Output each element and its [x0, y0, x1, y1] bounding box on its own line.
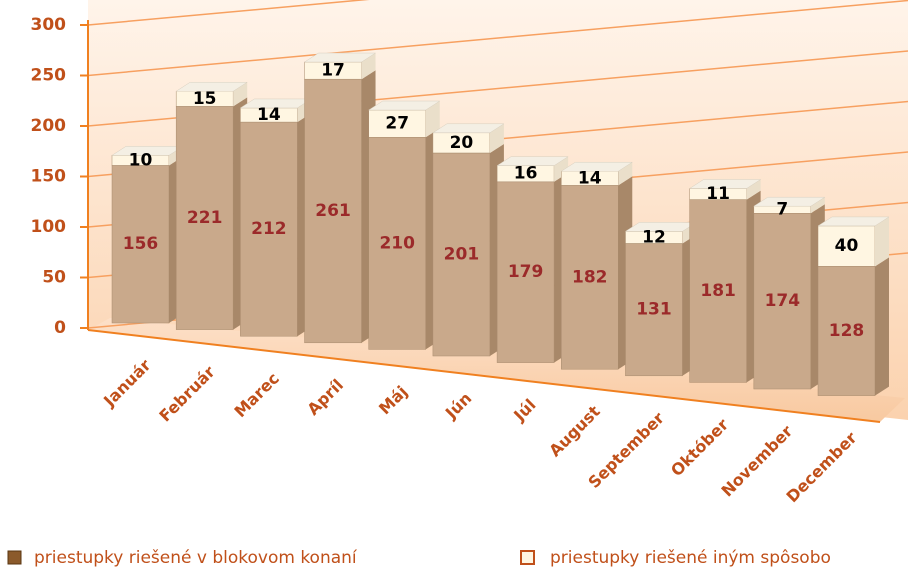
legend-swatch	[520, 550, 535, 565]
y-tick-label: 250	[31, 66, 67, 86]
bar-top	[560, 161, 634, 172]
x-tick-label: Marec	[231, 369, 283, 421]
value-label: 40	[835, 236, 859, 256]
value-label: 16	[514, 164, 538, 184]
bar-top	[432, 123, 505, 134]
x-tick-label: Apríl	[303, 375, 347, 419]
legend-label: priestupky riešené iným spôsobo	[550, 548, 831, 568]
value-label: 181	[700, 281, 736, 301]
value-label: 15	[193, 89, 217, 109]
bar-segment	[817, 225, 876, 267]
bar-segment	[240, 121, 298, 337]
y-tick-label: 50	[42, 268, 66, 288]
bar-top	[303, 52, 377, 63]
y-tick-label: 0	[54, 318, 66, 338]
bar-side	[618, 162, 633, 186]
bar-segment	[817, 266, 876, 396]
bar-segment	[496, 181, 555, 363]
bar-side	[361, 53, 376, 80]
x-tick-label: Október	[667, 415, 732, 480]
bar-segment	[368, 137, 426, 350]
bar-side	[489, 123, 504, 153]
x-tick-label: Jún	[441, 389, 475, 423]
bar-side	[875, 257, 889, 396]
x-tick-label: December	[782, 428, 860, 506]
bar-top	[175, 81, 249, 92]
y-tick-label: 100	[31, 217, 67, 237]
bar-side	[746, 179, 761, 200]
x-tick-label: Február	[155, 362, 218, 425]
bar-segment	[175, 106, 234, 330]
legend-swatch	[7, 550, 22, 565]
bar-segment	[753, 213, 812, 390]
bar-top	[496, 156, 569, 166]
value-label: 10	[129, 150, 153, 170]
value-label: 12	[642, 227, 666, 247]
floor	[88, 318, 905, 422]
bar-top	[367, 100, 441, 111]
bar-side	[875, 216, 889, 267]
value-label: 221	[187, 208, 223, 228]
y-tick-label: 200	[31, 116, 67, 136]
x-tick-label: Máj	[375, 382, 411, 418]
bar-top	[752, 196, 826, 207]
bar-segment	[304, 78, 362, 344]
y-tick-label: 150	[31, 167, 67, 187]
bar-side	[233, 82, 248, 107]
x-tick-label: Júl	[509, 395, 539, 425]
bar-top	[817, 216, 890, 227]
value-label: 201	[444, 244, 480, 264]
value-label: 156	[123, 234, 159, 254]
value-label: 210	[379, 233, 415, 253]
value-label: 20	[450, 133, 474, 153]
bar-segment	[625, 243, 683, 377]
bar-top	[688, 179, 762, 189]
x-tick-label: November	[717, 421, 796, 500]
x-tick-label: Január	[99, 355, 154, 410]
bar-side	[425, 101, 440, 138]
value-label: 261	[315, 201, 351, 221]
value-label: 11	[706, 184, 730, 204]
bar-segment	[689, 199, 747, 383]
bar-segment	[561, 185, 619, 370]
x-tick-label: August	[545, 402, 604, 461]
value-label: 27	[385, 114, 409, 134]
bar-segment	[432, 152, 491, 357]
y-tick-label: 300	[31, 15, 67, 35]
value-label: 128	[829, 321, 865, 341]
value-label: 14	[257, 105, 281, 125]
value-label: 17	[321, 61, 345, 81]
x-axis	[87, 329, 881, 423]
value-label: 174	[765, 291, 801, 311]
grid-line	[87, 0, 370, 26]
value-label: 182	[572, 267, 608, 287]
value-label: 131	[636, 300, 672, 320]
legend-label: priestupky riešené v blokovom konaní	[34, 548, 358, 568]
value-label: 14	[578, 168, 602, 188]
grid-line	[87, 0, 908, 77]
value-label: 212	[251, 219, 287, 239]
bar-side	[554, 156, 569, 182]
value-label: 7	[776, 200, 788, 220]
bar-side	[810, 197, 825, 214]
value-label: 179	[508, 262, 544, 282]
